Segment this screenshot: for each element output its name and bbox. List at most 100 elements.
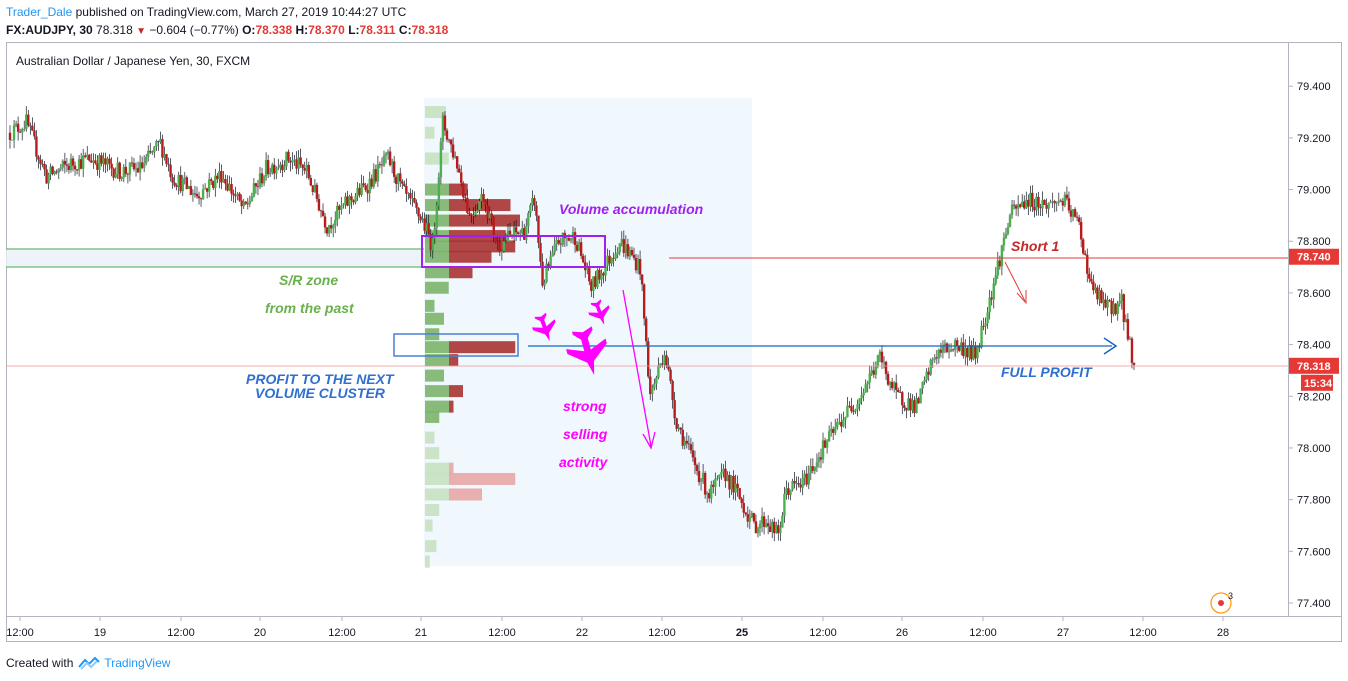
candle-body	[39, 159, 42, 164]
candle-body	[953, 340, 957, 350]
candle-body	[602, 273, 605, 276]
selling-arrow-head	[642, 431, 656, 450]
candle-body	[108, 158, 111, 164]
candle-body	[18, 131, 22, 133]
candle-body	[415, 202, 418, 208]
candle-body	[1100, 290, 1103, 304]
candle-body	[1047, 203, 1050, 209]
candle-body	[1130, 338, 1134, 363]
candle-body	[886, 373, 890, 385]
candle-body	[344, 196, 347, 205]
x-tick-label: 19	[94, 627, 106, 639]
price-label-text: 78.318	[1297, 361, 1331, 373]
candle-body	[246, 203, 250, 205]
close-value: 78.318	[411, 23, 449, 37]
candle-body	[403, 183, 406, 186]
candle-body	[775, 525, 778, 534]
candle-body	[478, 201, 481, 211]
candle-body	[197, 196, 201, 199]
candle-body	[1088, 273, 1091, 279]
candle-body	[651, 388, 654, 395]
candle-body	[378, 164, 382, 166]
candle-body	[758, 523, 762, 529]
candle-body	[545, 263, 548, 283]
candle-body	[464, 197, 467, 199]
profit-arrow-head	[1103, 337, 1118, 355]
candle-body	[153, 146, 156, 153]
candle-body	[250, 196, 254, 202]
candle-body	[533, 198, 536, 206]
candle-body	[659, 363, 662, 366]
candle-body	[1000, 245, 1004, 267]
candle-body	[634, 257, 638, 271]
candle-body	[384, 153, 388, 156]
candle-body	[354, 196, 357, 203]
candle-body	[945, 343, 949, 352]
volume-profile-bar	[425, 400, 449, 413]
x-tick-label: 12:00	[488, 627, 516, 639]
candle-body	[1010, 204, 1014, 216]
candle-body	[144, 156, 148, 164]
candle-body	[128, 162, 132, 175]
candle-body	[880, 351, 884, 363]
candle-body	[510, 234, 514, 236]
candle-body	[988, 297, 991, 313]
candle-body	[917, 398, 920, 404]
candle-body	[695, 465, 699, 471]
tradingview-brand[interactable]: TradingView	[104, 656, 171, 670]
candle-body	[140, 162, 144, 168]
candle-body	[1067, 198, 1071, 211]
candle-body	[126, 173, 130, 175]
candle-body	[523, 228, 526, 240]
candle-body	[84, 155, 87, 157]
x-tick-label: 12:00	[648, 627, 676, 639]
candle-body	[669, 369, 672, 381]
candle-body	[958, 345, 961, 351]
candle-body	[480, 194, 483, 202]
author-link[interactable]: Trader_Dale	[6, 5, 73, 19]
candle-body	[92, 160, 95, 163]
candle-body	[20, 129, 24, 133]
candle-body	[964, 347, 967, 357]
candle-body	[1031, 192, 1034, 207]
candle-body	[813, 467, 817, 471]
candle-body	[173, 182, 176, 186]
candle-body	[179, 174, 182, 192]
candle-body	[157, 141, 160, 143]
candle-body	[8, 132, 12, 141]
candle-body	[925, 371, 928, 380]
candle-body	[590, 281, 593, 291]
candle-body	[441, 115, 445, 142]
candle-body	[829, 429, 833, 432]
candle-body	[671, 380, 674, 401]
candle-body	[407, 193, 410, 194]
candle-body	[856, 404, 859, 410]
candle-body	[234, 195, 237, 197]
candle-body	[370, 178, 373, 187]
candle-body	[423, 218, 426, 231]
price-change: −0.604 (−0.77%)	[149, 23, 239, 37]
volume-profile-bar	[449, 266, 473, 279]
candle-body	[254, 183, 258, 187]
candle-body	[752, 513, 756, 522]
candle-body	[970, 345, 973, 360]
candle-body	[212, 181, 215, 188]
candle-body	[655, 377, 658, 384]
candle-body	[801, 477, 804, 488]
candle-body	[649, 376, 652, 395]
candle-body	[647, 341, 650, 377]
candle-body	[238, 193, 241, 201]
volume-profile-bar	[425, 447, 440, 460]
candle-body	[811, 466, 815, 471]
candle-body	[541, 261, 544, 286]
candle-body	[163, 154, 166, 158]
candle-body	[575, 244, 579, 251]
candle-body	[1079, 221, 1083, 240]
candle-body	[65, 164, 69, 166]
low-label: L:	[348, 23, 360, 37]
price-axis[interactable]: 79.400 79.200 79.000 78.800 78.600 78.400 78.2…	[1288, 81, 1331, 610]
candle-body	[122, 166, 126, 178]
time-axis[interactable]: 12:00 19 12:00 20 12:00 21 12:00 22 12:00 25 12:00…	[6, 616, 1229, 639]
candle-body	[392, 161, 396, 177]
